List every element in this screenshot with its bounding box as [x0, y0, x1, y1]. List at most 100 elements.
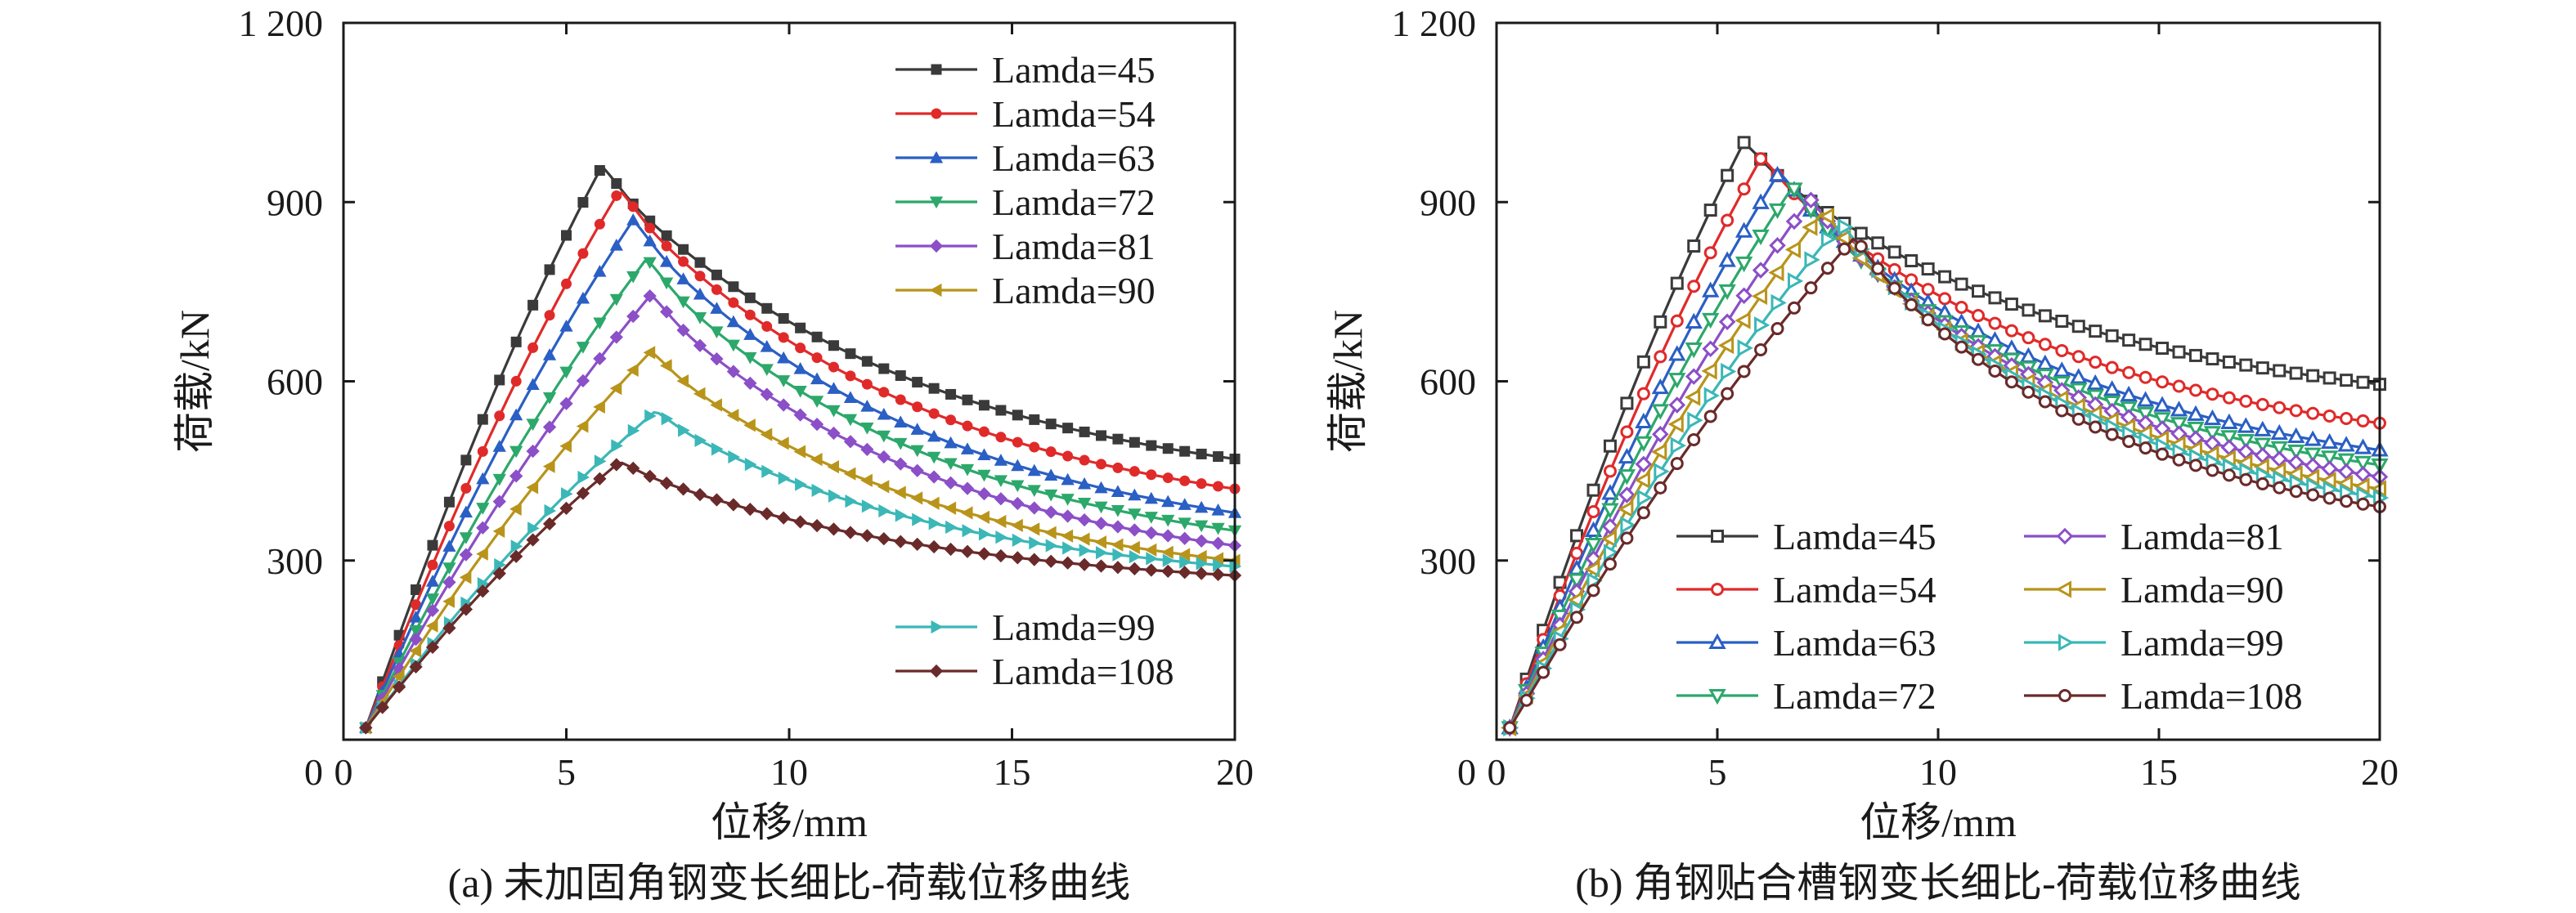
data-point: [411, 584, 422, 595]
data-point: [960, 481, 975, 495]
data-point: [2055, 404, 2069, 418]
data-point: [409, 633, 423, 647]
data-point: [793, 386, 807, 398]
data-point: [1654, 481, 1667, 495]
data-point: [2270, 441, 2288, 458]
data-point: [827, 405, 841, 418]
data-point: [1752, 193, 1770, 209]
data-point: [593, 400, 605, 414]
data-point: [594, 454, 607, 468]
data-point: [845, 495, 858, 508]
data-point: [1061, 494, 1075, 506]
legend-label: Lamda=99: [992, 606, 1156, 648]
data-point: [1128, 562, 1142, 576]
data-point: [510, 375, 522, 387]
data-point: [1667, 415, 1684, 433]
data-point: [828, 361, 839, 373]
data-point: [644, 409, 657, 423]
legend-swatch-marker: [929, 196, 944, 209]
data-point: [527, 521, 540, 535]
data-point: [544, 503, 557, 518]
legend-item: Lamda=45: [895, 49, 1156, 91]
data-point: [810, 452, 823, 467]
data-point: [477, 414, 488, 425]
data-point: [1737, 365, 1751, 378]
data-point: [1179, 475, 1191, 486]
data-point: [627, 423, 640, 438]
data-point: [492, 473, 506, 486]
data-point: [828, 489, 841, 503]
data-point: [1636, 355, 1650, 369]
data-point: [2022, 303, 2035, 317]
data-point: [1196, 557, 1209, 571]
data-point: [594, 218, 605, 230]
data-point: [760, 339, 774, 352]
data-point: [1887, 281, 1901, 295]
y-axis-title: 荷载/kN: [172, 310, 218, 453]
data-point: [576, 291, 590, 304]
data-point: [1921, 262, 1935, 276]
data-point: [1211, 552, 1224, 566]
data-point: [1079, 544, 1092, 557]
data-point: [2187, 421, 2205, 438]
data-point: [1603, 464, 1617, 478]
data-point: [644, 222, 656, 234]
data-point: [527, 299, 539, 311]
data-point: [945, 388, 957, 400]
legend-item: Lamda=72: [1676, 675, 1936, 717]
data-point: [1735, 287, 1752, 304]
data-point: [443, 521, 455, 532]
data-point: [576, 342, 590, 354]
data-point: [1685, 312, 1703, 329]
data-point: [1770, 293, 1787, 312]
data-point: [1787, 272, 1804, 290]
data-point: [843, 391, 858, 404]
data-point: [761, 464, 774, 478]
legend-swatch-marker: [1711, 583, 1724, 596]
data-point: [693, 487, 707, 502]
data-point: [744, 458, 757, 472]
data-point: [1620, 425, 1634, 439]
data-point: [1161, 545, 1174, 559]
data-point: [1770, 322, 1784, 336]
data-point: [694, 257, 706, 268]
data-point: [1601, 484, 1619, 500]
data-point: [559, 366, 573, 379]
data-point: [861, 378, 873, 390]
data-point: [726, 498, 740, 512]
data-point: [944, 501, 957, 515]
data-point: [1618, 500, 1634, 518]
data-point: [1835, 229, 1851, 247]
legend-item: Lamda=72: [895, 181, 1156, 223]
data-point: [1702, 281, 1720, 298]
x-axis-title: 位移/mm: [711, 799, 868, 845]
series-lamda-108: [359, 458, 1242, 735]
data-point: [910, 463, 924, 477]
data-point: [860, 399, 874, 412]
data-point: [793, 515, 807, 529]
data-point: [927, 539, 941, 554]
legend-label: Lamda=63: [1773, 622, 1936, 664]
data-point: [1094, 559, 1108, 573]
data-point: [1754, 152, 1768, 166]
data-point: [1718, 313, 1736, 331]
data-point: [978, 527, 991, 541]
y-tick-label: 900: [1420, 181, 1476, 223]
series-lamda-90: [359, 346, 1241, 735]
data-point: [2022, 385, 2035, 399]
data-point: [544, 264, 555, 275]
data-point: [375, 700, 389, 714]
data-point: [2172, 345, 2186, 359]
data-point: [359, 721, 373, 735]
data-point: [995, 530, 1008, 544]
data-point: [492, 566, 506, 580]
data-point: [661, 412, 674, 426]
data-point: [2036, 354, 2054, 370]
data-point: [1921, 283, 1935, 297]
data-point: [2289, 366, 2303, 380]
data-point: [544, 310, 555, 321]
data-point: [1029, 536, 1041, 550]
legend-label: Lamda=54: [1773, 569, 1936, 611]
data-point: [910, 537, 924, 552]
